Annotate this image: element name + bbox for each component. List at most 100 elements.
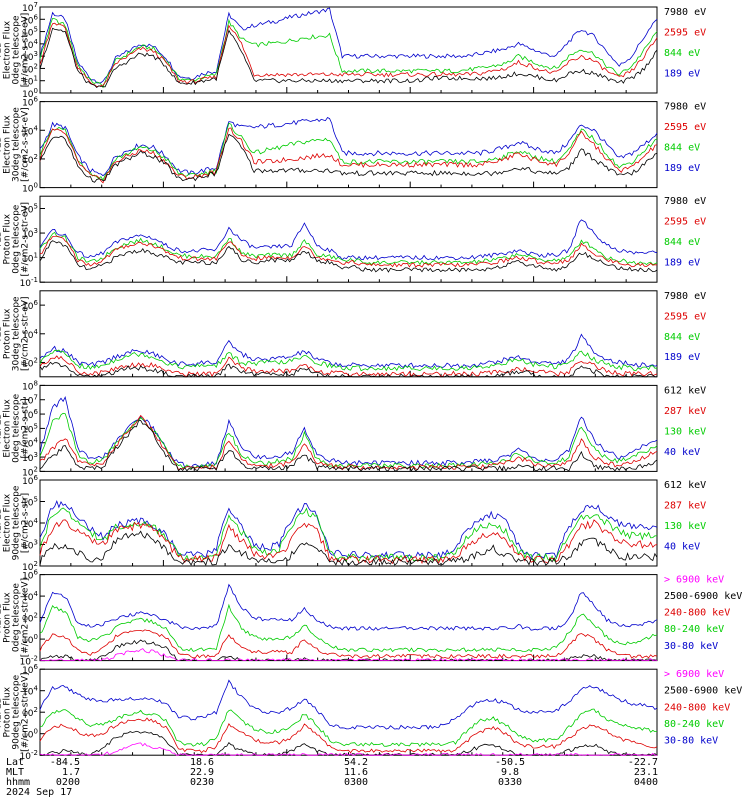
legend-entry: 844 eV [664,143,700,154]
legend-entry: 30-80 keV [664,641,718,652]
mlt-value: 23.1 [633,767,658,778]
legend-entry: 240-800 keV [664,608,730,619]
series-line [39,133,658,183]
legend-entry: 80-240 keV [664,719,724,730]
panel-frame [39,195,658,283]
hhmm-value: 0200 [55,777,80,788]
legend-entry: 189 eV [664,68,700,79]
y-tick-label: 107 [22,1,38,14]
legend-entry: 7980 eV [664,102,706,113]
time-axis-footer: Lat MLT hhmm 2024 Sep 17 -84.5 1.7 0200 … [0,758,750,800]
y-axis-label: MEPEDElectron Flux90deg telescope[#/cm2-… [0,485,31,560]
y-axis-label: MEPEDProton Flux90deg telescope[#/cm2-s-… [0,672,31,751]
footer-col-0: -84.5 1.7 0200 [38,758,80,788]
series-line [39,240,658,273]
panel-frame [39,479,658,567]
y-tick-label: 108 [22,379,38,392]
hhmm-value: 0230 [189,777,215,788]
series-line [39,122,658,181]
series-line [39,361,657,378]
hhmm-value: 0400 [633,777,658,788]
y-axis-label: TEDProton Flux0deg telescope[#/cm2-s-str… [0,202,31,277]
legend-entry: 189 eV [664,258,700,269]
legend-entry: 189 eV [664,163,700,174]
legend-entry: 612 keV [664,385,706,396]
y-axis-label: TEDProton Flux30deg telescope[#/cm2-s-st… [0,296,31,371]
legend-entry: > 6900 keV [664,575,724,586]
series-line [39,629,658,659]
series-line [39,333,658,369]
series-line [39,419,658,472]
footer-row-labels: Lat MLT hhmm 2024 Sep 17 [6,758,72,798]
legend-entry: 844 eV [664,48,700,59]
mlt-value: 11.6 [343,767,369,778]
series-line [39,414,658,471]
series-line [39,116,658,177]
label-lat: Lat [6,757,25,768]
label-hhmm: hhmm [6,777,31,788]
series-line [39,717,658,754]
legend-entry: 2500-6900 keV [664,686,742,697]
label-mlt: MLT [6,767,25,778]
y-axis-label: MEPEDProton Flux0deg telescope[#/cm2-s-s… [0,578,31,657]
series-line [39,17,658,89]
legend-entry: 2500-6900 keV [664,591,742,602]
footer-col-3: -50.5 9.8 0330 [489,758,531,788]
hhmm-value: 0300 [343,777,369,788]
series-line [39,22,658,88]
series-line [39,127,658,184]
lat-value: -50.5 [494,757,526,768]
mlt-value: 1.7 [61,767,80,778]
legend-entry: 7980 eV [664,7,706,18]
lat-value: 54.2 [343,757,369,768]
series-line [39,412,658,470]
footer-col-2: 54.2 11.6 0300 [336,758,376,788]
y-axis-label: TEDElectron Flux30deg telescope[#/cm2-s-… [0,107,31,182]
footer-col-4: -22.7 23.1 0400 [622,758,658,788]
legend-entry: 287 keV [664,500,706,511]
hhmm-value: 0330 [497,777,523,788]
series-line [39,530,658,567]
lat-value: -22.7 [627,757,658,768]
legend-entry: 2595 eV [664,122,706,133]
series-line [40,730,658,756]
panel-frame [39,668,658,756]
mlt-value: 22.9 [189,767,215,778]
panel-frame [39,101,658,189]
legend-entry: 7980 eV [664,291,706,302]
y-tick-label: 10-1 [20,276,38,289]
series-line [39,219,658,261]
series-line [40,235,658,268]
series-line [39,603,658,653]
lat-value: -84.5 [49,757,80,768]
legend-entry: 80-240 keV [664,624,724,635]
legend-entry: 130 keV [664,521,706,532]
y-axis-label: TEDElectron Flux0deg telescope[#/cm2-s-s… [0,13,31,88]
series-line [39,355,658,378]
legend-entry: 287 keV [664,406,706,417]
series-line [39,639,658,662]
legend-entry: 189 eV [664,352,700,363]
y-tick-label: 100 [22,182,38,195]
legend-entry: 612 keV [664,480,706,491]
series-line [39,396,658,468]
series-line [39,583,658,631]
series-line [39,27,658,89]
legend-entry: 240-800 keV [664,702,730,713]
legend-entry: 2595 eV [664,217,706,228]
series-line [39,648,658,662]
series-line [39,708,658,747]
series-line [39,7,658,84]
legend-entry: > 6900 keV [664,669,724,680]
lat-value: 18.6 [189,757,215,768]
footer-col-1: 18.6 22.9 0230 [182,758,222,788]
